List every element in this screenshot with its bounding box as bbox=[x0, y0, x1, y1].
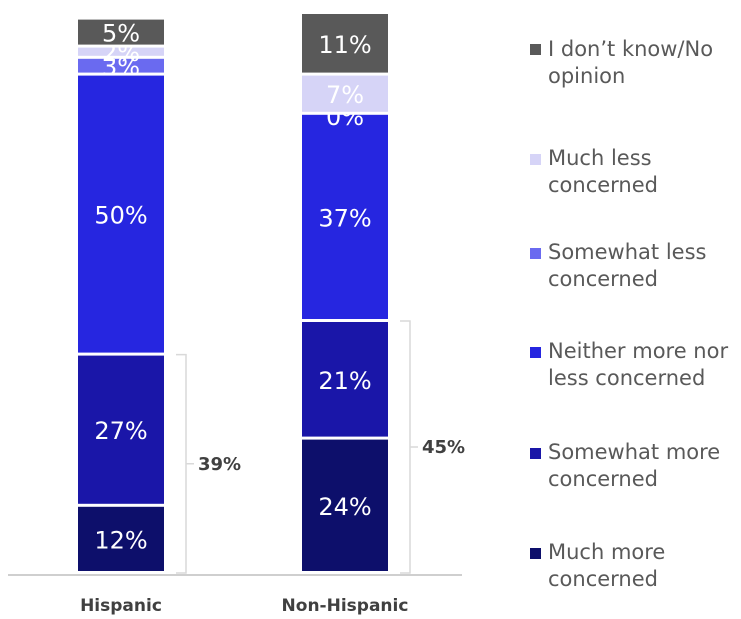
category-labels: Hispanic Non-Hispanic bbox=[80, 596, 408, 616]
legend-label: Much less concerned bbox=[548, 146, 658, 197]
data-label-hispanic-i-don-t-know-no-opinion: 5% bbox=[102, 20, 140, 48]
legend-swatch bbox=[530, 548, 541, 559]
segment-separator bbox=[78, 56, 164, 59]
segment-separator bbox=[78, 73, 164, 76]
bracket-total-hispanic: 39% bbox=[198, 454, 241, 475]
legend-label: Somewhat more concerned bbox=[548, 440, 721, 491]
bar-segment-hispanic-neither-more-nor-less-concerned bbox=[78, 74, 164, 353]
bar-segment-hispanic-i-don-t-know-no-opinion bbox=[78, 18, 164, 45]
bars-group: 12%27%50%3%2%5%24%21%37%0%7%11% bbox=[78, 12, 388, 571]
legend-swatch bbox=[530, 248, 541, 259]
legend-label: Much more concerned bbox=[548, 540, 666, 591]
data-label-hispanic-much-more-concerned: 12% bbox=[94, 526, 147, 554]
data-label-non-hispanic-neither-more-nor-less-concerned: 37% bbox=[318, 204, 371, 232]
segment-separator bbox=[78, 45, 164, 48]
segment-separator bbox=[78, 504, 164, 507]
legend-item-somewhat-less-concerned: Somewhat less concerned bbox=[528, 239, 738, 293]
category-label-hispanic: Hispanic bbox=[80, 596, 162, 616]
bracket-non-hispanic bbox=[400, 320, 418, 574]
bar-segment-hispanic-much-less-concerned bbox=[78, 46, 164, 56]
data-label-non-hispanic-much-more-concerned: 24% bbox=[318, 493, 371, 521]
category-label-non-hispanic: Non-Hispanic bbox=[282, 596, 409, 616]
data-label-hispanic-neither-more-nor-less-concerned: 50% bbox=[94, 202, 147, 230]
legend-swatch bbox=[530, 347, 541, 358]
bar-segment-hispanic-somewhat-less-concerned bbox=[78, 57, 164, 73]
legend-item-somewhat-more-concerned: Somewhat more concerned bbox=[528, 439, 738, 493]
segment-separator bbox=[78, 353, 164, 356]
segment-separator bbox=[302, 437, 388, 440]
segment-separator bbox=[302, 12, 388, 14]
data-label-non-hispanic-somewhat-more-concerned: 21% bbox=[318, 367, 371, 395]
bar-segment-non-hispanic-neither-more-nor-less-concerned bbox=[302, 113, 388, 319]
legend-swatch bbox=[530, 44, 541, 55]
data-label-non-hispanic-i-don-t-know-no-opinion: 11% bbox=[318, 31, 371, 59]
bar-segment-hispanic-much-more-concerned bbox=[78, 505, 164, 571]
data-label-non-hispanic-much-less-concerned: 7% bbox=[326, 81, 364, 109]
data-label-hispanic-somewhat-more-concerned: 27% bbox=[94, 417, 147, 445]
bar-segment-non-hispanic-much-less-concerned bbox=[302, 74, 388, 112]
segment-separator bbox=[302, 112, 388, 115]
bar-segment-non-hispanic-much-more-concerned bbox=[302, 438, 388, 571]
data-label-hispanic-somewhat-less-concerned: 3% bbox=[102, 53, 140, 81]
segment-separator bbox=[78, 17, 164, 20]
legend-swatch bbox=[530, 448, 541, 459]
bracket-group: 39% 45% bbox=[176, 320, 465, 574]
bracket-hispanic bbox=[176, 353, 194, 574]
segment-separator bbox=[302, 320, 388, 322]
legend-label: Somewhat less concerned bbox=[548, 240, 707, 291]
legend-item-neither-more-nor-less-concerned: Neither more nor less concerned bbox=[528, 338, 738, 392]
legend-item-much-more-concerned: Much more concerned bbox=[528, 539, 738, 593]
legend-label: I don’t know/No opinion bbox=[548, 37, 714, 88]
bar-segment-non-hispanic-somewhat-more-concerned bbox=[302, 321, 388, 437]
segment-separator bbox=[302, 73, 388, 76]
legend-item-much-less-concerned: Much less concerned bbox=[528, 145, 738, 199]
bar-segment-non-hispanic-i-don-t-know-no-opinion bbox=[302, 13, 388, 73]
legend-label: Neither more nor less concerned bbox=[548, 339, 729, 390]
bracket-total-non-hispanic: 45% bbox=[422, 437, 465, 458]
legend-swatch bbox=[530, 154, 541, 165]
bar-segment-hispanic-somewhat-more-concerned bbox=[78, 354, 164, 504]
legend-item-i-don-t-know-no-opinion: I don’t know/No opinion bbox=[528, 36, 738, 90]
